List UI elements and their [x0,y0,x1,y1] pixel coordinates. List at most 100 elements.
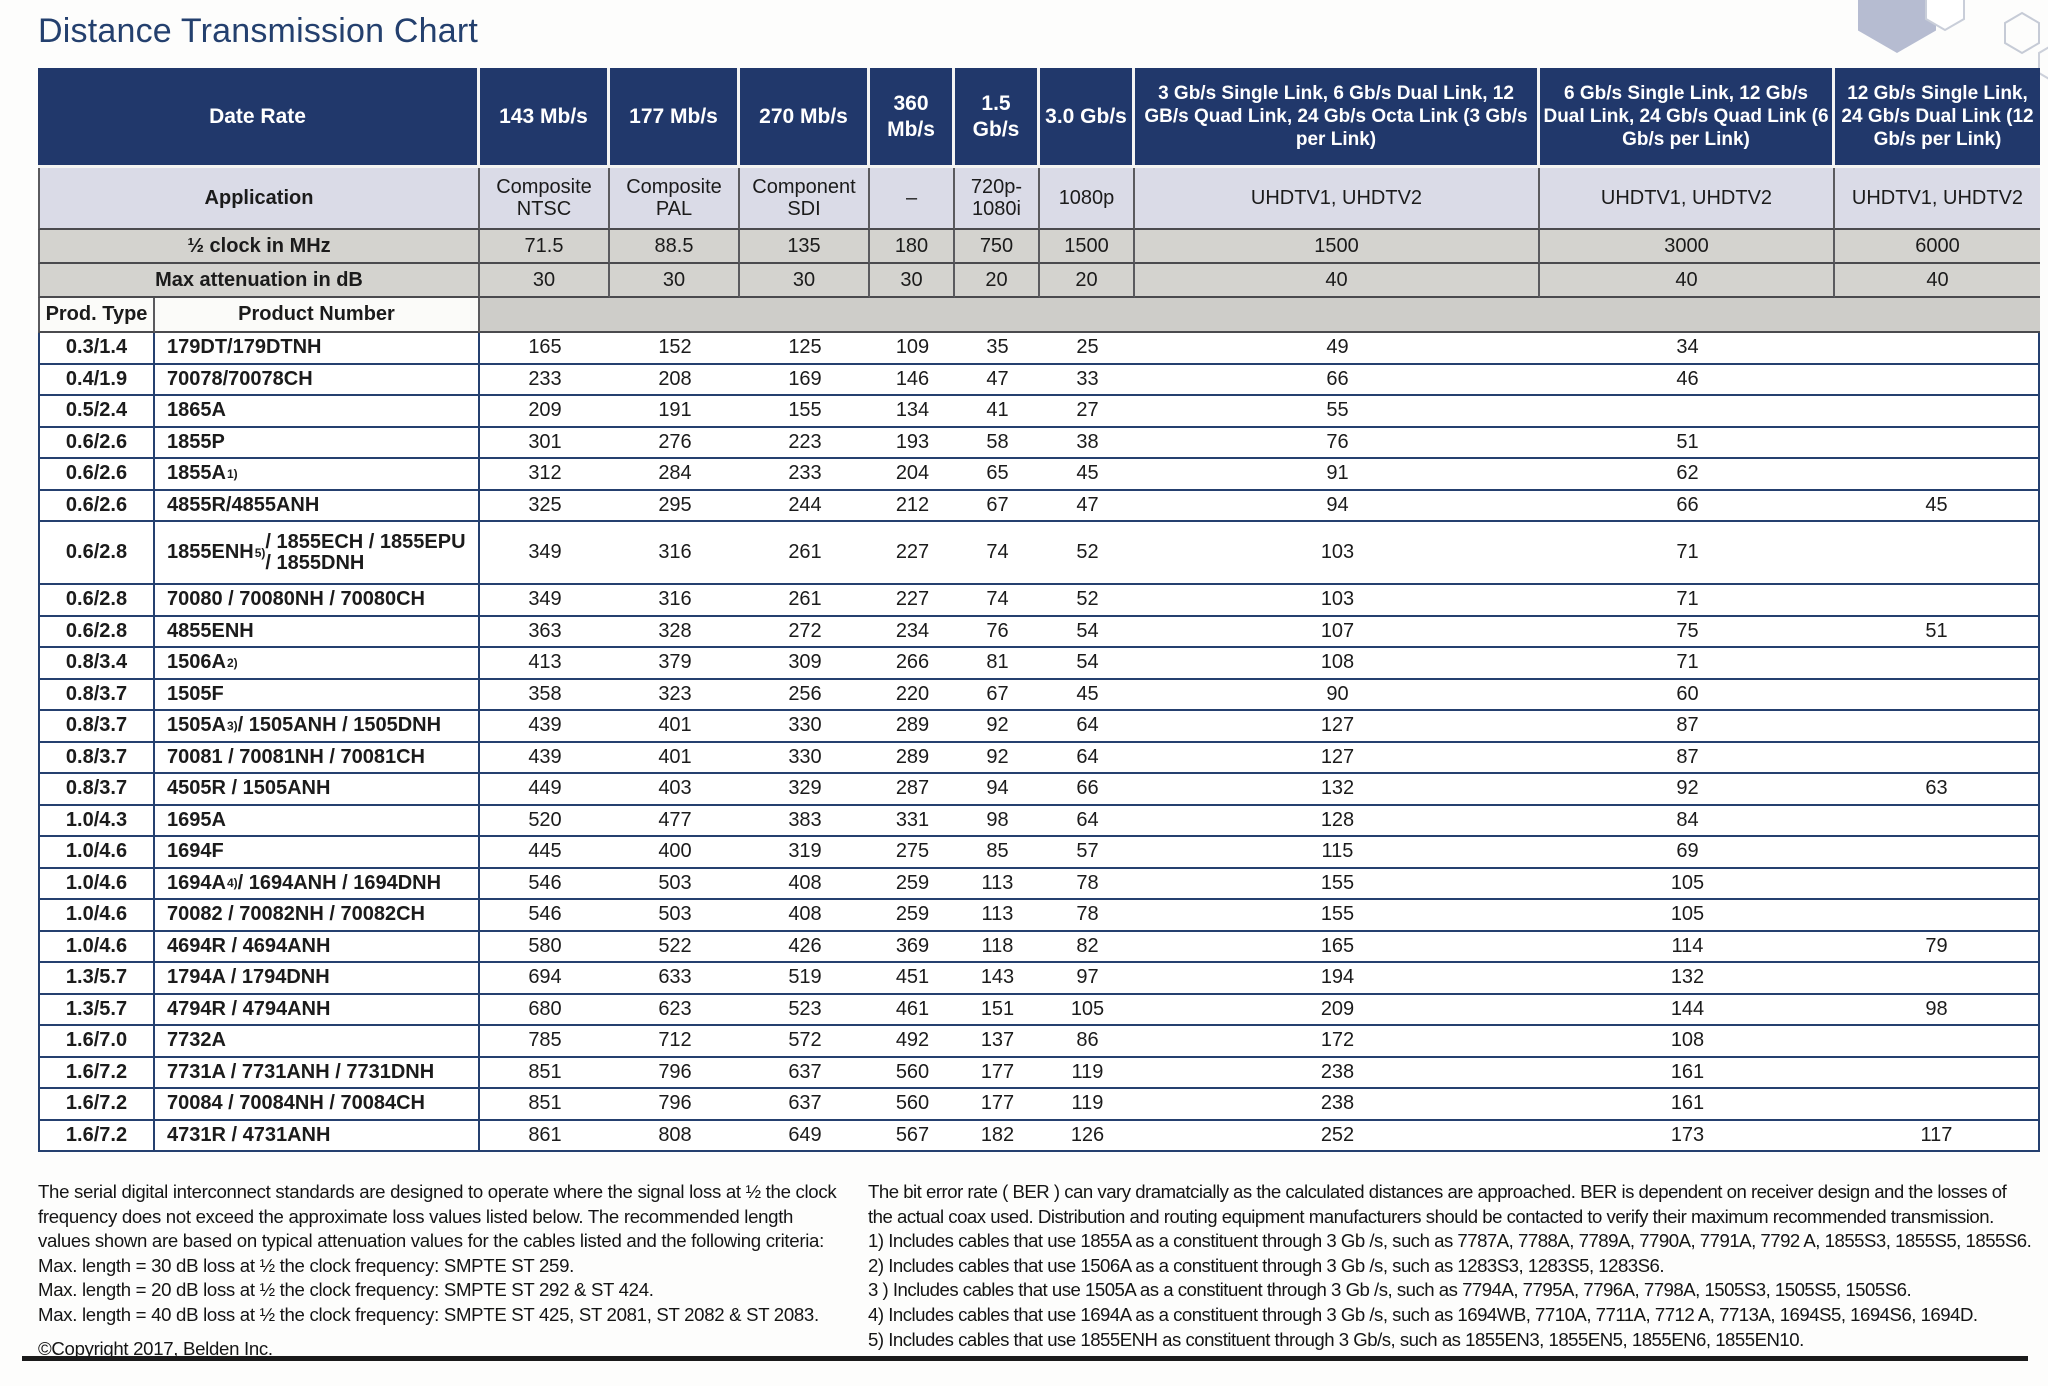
header-rate: 270 Mb/s [740,68,870,168]
distance-value-cell: 238 [1135,1089,1540,1121]
distance-value-cell: 851 [480,1089,610,1121]
distance-value-cell: 177 [955,1057,1040,1089]
footnote-line: Max. length = 20 dB loss at ½ the clock … [38,1279,654,1301]
distance-value-cell [1835,742,2040,774]
distance-value-cell: 113 [955,900,1040,932]
distance-value-cell: 92 [955,742,1040,774]
prod-type-cell: 0.5/2.4 [38,396,155,428]
distance-value-cell: 103 [1135,585,1540,617]
distance-value-cell [1835,364,2040,396]
distance-value-cell: 252 [1135,1120,1540,1152]
distance-value-cell: 105 [1540,900,1835,932]
product-number-cell: 1694A 4) / 1694ANH / 1694DNH [155,868,480,900]
max-attenuation-value: 40 [1135,264,1540,298]
distance-value-cell: 503 [610,900,740,932]
half-clock-value: 3000 [1540,230,1835,264]
distance-value-cell: 403 [610,774,740,806]
hexagon-icon [2004,11,2040,55]
distance-value-cell: 233 [740,459,870,491]
distance-value-cell: 492 [870,1026,955,1058]
distance-value-cell: 90 [1135,679,1540,711]
distance-value-cell: 503 [610,868,740,900]
distance-value-cell: 204 [870,459,955,491]
distance-value-cell: 151 [955,994,1040,1026]
distance-value-cell: 75 [1540,616,1835,648]
header-rate: 3.0 Gb/s [1040,68,1135,168]
distance-value-cell: 275 [870,837,955,869]
distance-value-cell: 401 [610,742,740,774]
prod-type-cell: 1.0/4.6 [38,931,155,963]
distance-value-cell: 330 [740,742,870,774]
distance-value-cell: 227 [870,585,955,617]
distance-value-cell: 413 [480,648,610,680]
distance-value-cell: 71 [1540,648,1835,680]
product-number-cell: 70080 / 70080NH / 70080CH [155,585,480,617]
footnote-line: frequency does not exceed the approximat… [38,1205,794,1227]
footnote-line: 5) Includes cables that use 1855ENH as c… [868,1328,1804,1350]
application-value: Composite NTSC [480,168,610,230]
distance-value-cell: 85 [955,837,1040,869]
distance-value-cell: 54 [1040,648,1135,680]
distance-value-cell [1835,1089,2040,1121]
distance-value-cell: 567 [870,1120,955,1152]
distance-value-cell: 114 [1540,931,1835,963]
distance-value-cell: 94 [1135,490,1540,522]
product-number-cell: 1865A [155,396,480,428]
distance-value-cell: 289 [870,742,955,774]
distance-value-cell: 38 [1040,427,1135,459]
distance-value-cell: 349 [480,522,610,585]
max-attenuation-label: Max attenuation in dB [38,264,480,298]
distance-value-cell: 401 [610,711,740,743]
max-attenuation-value: 30 [610,264,740,298]
prod-type-cell: 0.6/2.8 [38,616,155,648]
distance-value-cell: 97 [1040,963,1135,995]
product-number-cell: 4855R/4855ANH [155,490,480,522]
product-number-cell: 70082 / 70082NH / 70082CH [155,900,480,932]
distance-value-cell: 212 [870,490,955,522]
distance-value-cell: 92 [955,711,1040,743]
max-attenuation-value: 20 [955,264,1040,298]
distance-value-cell: 46 [1540,364,1835,396]
prod-type-header: Prod. Type [38,298,155,333]
distance-value-cell: 234 [870,616,955,648]
distance-value-cell: 451 [870,963,955,995]
distance-value-cell: 289 [870,711,955,743]
hexagon-icon [2038,46,2048,80]
distance-value-cell: 74 [955,585,1040,617]
distance-value-cell: 34 [1540,333,1835,365]
prod-type-cell: 0.6/2.6 [38,490,155,522]
distance-value-cell: 87 [1540,711,1835,743]
product-number-cell: 4855ENH [155,616,480,648]
distance-value-cell: 67 [955,490,1040,522]
header-rate: 1.5 Gb/s [955,68,1040,168]
distance-value-cell: 155 [1135,868,1540,900]
distance-value-cell: 27 [1040,396,1135,428]
distance-value-cell [1835,585,2040,617]
distance-value-cell: 66 [1135,364,1540,396]
product-number-cell: 1506A 2) [155,648,480,680]
product-number-cell: 1855A 1) [155,459,480,491]
distance-value-cell: 312 [480,459,610,491]
half-clock-value: 1500 [1040,230,1135,264]
distance-value-cell: 523 [740,994,870,1026]
product-number-cell: 4794R / 4794ANH [155,994,480,1026]
distance-value-cell: 119 [1040,1089,1135,1121]
prod-type-cell: 0.6/2.6 [38,427,155,459]
distance-value-cell: 105 [1540,868,1835,900]
distance-value-cell: 52 [1040,585,1135,617]
distance-value-cell: 316 [610,585,740,617]
distance-value-cell: 78 [1040,868,1135,900]
distance-value-cell [1835,711,2040,743]
half-clock-value: 750 [955,230,1040,264]
product-number-cell: 1505A 3) / 1505ANH / 1505DNH [155,711,480,743]
distance-value-cell: 132 [1540,963,1835,995]
product-number-cell: 1695A [155,805,480,837]
distance-value-cell: 546 [480,900,610,932]
distance-value-cell: 439 [480,742,610,774]
distance-value-cell: 259 [870,900,955,932]
half-clock-value: 88.5 [610,230,740,264]
distance-value-cell: 331 [870,805,955,837]
distance-value-cell: 330 [740,711,870,743]
max-attenuation-value: 20 [1040,264,1135,298]
distance-value-cell: 109 [870,333,955,365]
